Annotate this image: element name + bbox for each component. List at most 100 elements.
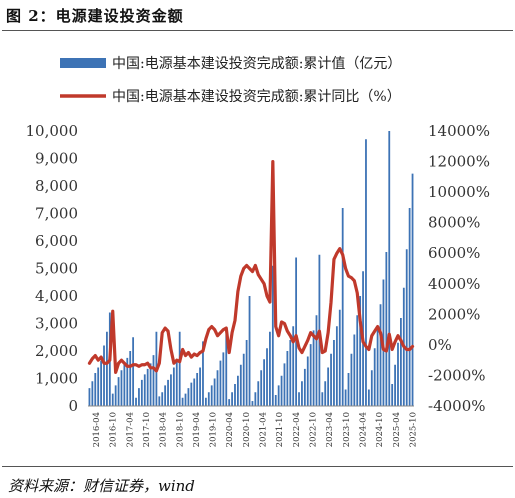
bar xyxy=(367,389,370,406)
bar xyxy=(123,363,126,407)
bar xyxy=(152,355,155,407)
bar xyxy=(274,395,277,406)
x-tick-label: 2016-10 xyxy=(109,412,119,447)
bar xyxy=(234,384,236,406)
bar xyxy=(204,397,207,406)
bar xyxy=(126,357,129,407)
right-tick-label: 2000% xyxy=(428,305,480,323)
x-tick-label: 2021-04 xyxy=(259,412,269,447)
bar xyxy=(120,370,123,406)
x-tick-label: 2017-10 xyxy=(142,412,152,447)
bar xyxy=(408,208,411,406)
right-tick-label: 6000% xyxy=(428,244,480,262)
bar xyxy=(91,381,94,406)
bar xyxy=(353,334,356,406)
x-axis-ticks: 2016-04 2016-10 2017-04 2017-10 2018-04 2018-… xyxy=(92,412,418,447)
x-tick-label: 2024-04 xyxy=(359,412,369,447)
bar xyxy=(321,392,324,406)
legend-label-line: 中国:电源基本建设投资完成额:累计同比（%） xyxy=(112,88,401,105)
bar xyxy=(88,388,91,407)
x-tick-label: 2025-10 xyxy=(408,412,418,447)
right-tick-label: 12000% xyxy=(428,153,490,171)
bar xyxy=(248,296,251,406)
bar xyxy=(266,348,268,406)
bar xyxy=(373,348,376,406)
x-tick-label: 2023-10 xyxy=(342,412,352,447)
bar xyxy=(172,367,175,406)
left-tick-label: 9,000 xyxy=(35,150,78,168)
legend-label-bar: 中国:电源基本建设投资完成额:累计值（亿元） xyxy=(112,55,401,72)
bar xyxy=(196,373,199,406)
left-tick-label: 5,000 xyxy=(35,260,78,278)
bar xyxy=(178,331,181,406)
figure-source-bar: 资料来源：财信证券，wind xyxy=(2,466,513,497)
bar xyxy=(344,389,347,406)
bar xyxy=(213,378,216,406)
bar xyxy=(376,326,379,406)
right-tick-label: 0% xyxy=(428,336,452,354)
x-tick-label: 2018-10 xyxy=(175,412,185,447)
right-tick-label: 14000% xyxy=(428,122,490,140)
bar xyxy=(303,368,306,407)
bar xyxy=(219,360,222,407)
bar xyxy=(309,344,312,407)
bar xyxy=(143,374,146,407)
left-tick-label: 8,000 xyxy=(35,177,78,195)
bar xyxy=(167,379,169,407)
x-tick-label: 2020-04 xyxy=(225,412,235,447)
bar xyxy=(245,340,248,406)
bar xyxy=(298,392,300,406)
bar xyxy=(210,385,213,407)
bar xyxy=(327,367,330,406)
bar xyxy=(315,315,318,406)
x-tick-label: 2023-04 xyxy=(325,412,335,447)
bar xyxy=(135,397,137,406)
bar xyxy=(330,353,332,406)
bar xyxy=(333,340,335,406)
bar xyxy=(129,351,132,406)
bar xyxy=(187,388,190,407)
bar xyxy=(181,397,184,406)
bar xyxy=(341,208,344,406)
line-series xyxy=(87,159,415,374)
bar xyxy=(257,381,260,406)
x-tick-label: 2020-10 xyxy=(242,412,252,447)
line-path xyxy=(87,159,415,374)
left-tick-label: 4,000 xyxy=(35,287,78,305)
bar xyxy=(117,377,120,407)
bar xyxy=(231,392,233,406)
right-tick-label: 8000% xyxy=(428,214,480,232)
bar xyxy=(158,396,161,407)
bar xyxy=(239,364,242,406)
bar xyxy=(271,265,274,406)
bar xyxy=(216,370,219,406)
bar xyxy=(400,318,402,406)
bar xyxy=(193,378,196,406)
bar xyxy=(359,296,362,406)
bar xyxy=(391,384,394,406)
x-tick-label: 2019-04 xyxy=(192,412,202,447)
x-tick-label: 2022-10 xyxy=(309,412,319,447)
bar xyxy=(365,139,367,406)
bar xyxy=(106,331,108,406)
x-tick-label: 2018-04 xyxy=(159,412,169,447)
bar xyxy=(254,392,257,406)
bar xyxy=(202,341,204,407)
bar xyxy=(324,381,327,406)
bar xyxy=(379,304,382,406)
bar xyxy=(312,330,315,407)
bar xyxy=(263,359,265,406)
right-axis-ticks: -4000% -2000% 0% 2000% 4000% 6000% 8000% 10000%… xyxy=(428,122,490,415)
bar xyxy=(170,374,172,407)
bar xyxy=(260,370,263,406)
bar xyxy=(190,382,193,407)
x-tick-label: 2021-10 xyxy=(275,412,285,447)
bar xyxy=(132,337,135,406)
bar xyxy=(411,173,414,407)
bar xyxy=(347,373,350,406)
figure-title: 图 2：电源建设投资金额 xyxy=(6,7,184,25)
bar xyxy=(292,326,295,406)
left-axis-ticks: 0 1,000 2,000 3,000 4,000 5,000 6,000 7,000 8,00… xyxy=(26,122,79,415)
x-tick-label: 2025-04 xyxy=(392,412,402,447)
